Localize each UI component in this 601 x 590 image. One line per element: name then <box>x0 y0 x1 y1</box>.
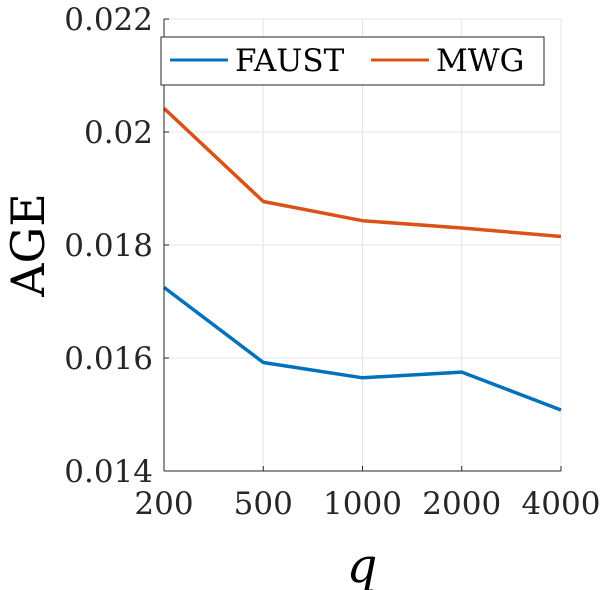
grid-lines <box>163 18 562 472</box>
legend: FAUST MWG <box>160 36 545 86</box>
legend-label-faust: FAUST <box>235 43 345 79</box>
tick-marks <box>163 18 562 472</box>
x-tick-label: 500 <box>234 486 293 522</box>
y-tick-label: 0.02 <box>84 115 153 151</box>
x-tick-label: 2000 <box>422 486 501 522</box>
y-tick-label: 0.014 <box>64 454 153 490</box>
series-line-faust <box>162 286 562 412</box>
legend-label-mwg: MWG <box>436 43 524 79</box>
x-tick-label: 4000 <box>522 486 601 522</box>
y-tick-label: 0.016 <box>64 341 153 377</box>
y-axis-title: AGE <box>1 193 55 298</box>
y-tick-labels: 0.014 0.016 0.018 0.02 0.022 <box>64 2 153 490</box>
x-tick-label: 1000 <box>323 486 402 522</box>
y-tick-label: 0.022 <box>64 2 153 38</box>
y-tick-label: 0.018 <box>64 228 153 264</box>
x-tick-labels: 200 500 1000 2000 4000 <box>134 486 600 522</box>
x-tick-label: 200 <box>134 486 193 522</box>
series-line-mwg <box>162 107 562 239</box>
series-layer <box>162 107 562 412</box>
x-axis-title: q <box>347 538 378 590</box>
